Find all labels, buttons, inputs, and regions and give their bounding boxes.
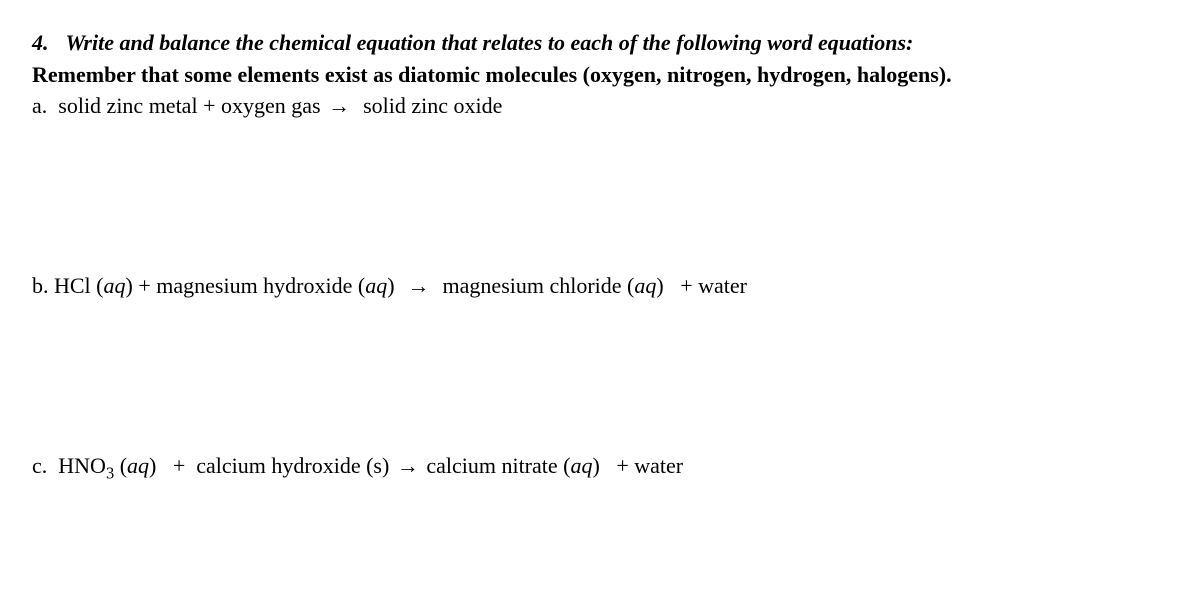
plus-sign: +: [203, 93, 215, 118]
part-b-p1-post: ): [656, 273, 663, 298]
part-c-p1-post: ): [592, 453, 599, 478]
part-c-r1-pre: HNO: [58, 453, 106, 478]
question-reminder: Remember that some elements exist as dia…: [32, 60, 1168, 90]
plus-sign: +: [680, 273, 692, 298]
part-b-r1-post: ): [126, 273, 133, 298]
arrow-icon: →: [406, 271, 432, 301]
question-number: 4.: [32, 28, 60, 58]
arrow-icon: →: [326, 91, 352, 121]
question-instruction: 4. Write and balance the chemical equati…: [32, 28, 1168, 58]
part-c: c. HNO3 (aq) + calcium hydroxide (s) → c…: [32, 451, 1168, 481]
part-c-r2-name: calcium hydroxide (s): [196, 453, 389, 478]
part-a-reactant1: solid zinc metal: [58, 93, 197, 118]
part-b-r1-state: aq: [104, 273, 126, 298]
part-b-label: b.: [32, 273, 49, 298]
part-c-label: c.: [32, 453, 47, 478]
part-c-r1-state-post: ): [149, 453, 156, 478]
part-c-r1-state-pre: (: [114, 453, 127, 478]
part-b-r2-state: aq: [365, 273, 387, 298]
part-c-p2: water: [634, 453, 683, 478]
plus-sign: +: [173, 453, 185, 478]
part-b-p1-state: aq: [634, 273, 656, 298]
part-a-label: a.: [32, 93, 47, 118]
part-a: a. solid zinc metal + oxygen gas → solid…: [32, 91, 1168, 121]
part-b-p1-name: magnesium chloride (: [443, 273, 635, 298]
part-b-p2: water: [698, 273, 747, 298]
part-b-r2-post: ): [387, 273, 394, 298]
part-b-r1-pre: HCl (: [54, 273, 104, 298]
part-c-r1-state: aq: [127, 453, 149, 478]
part-b: b. HCl (aq) + magnesium hydroxide (aq) →…: [32, 271, 1168, 301]
part-a-product1: solid zinc oxide: [363, 93, 502, 118]
part-c-p1-name: calcium nitrate (: [426, 453, 570, 478]
plus-sign: +: [138, 273, 150, 298]
instruction-text: Write and balance the chemical equation …: [66, 30, 914, 55]
plus-sign: +: [616, 453, 628, 478]
arrow-icon: →: [395, 451, 421, 481]
part-c-p1-state: aq: [570, 453, 592, 478]
part-a-reactant2: oxygen gas: [221, 93, 321, 118]
part-b-r2-name: magnesium hydroxide (: [156, 273, 365, 298]
part-c-r1-sub: 3: [106, 463, 114, 482]
